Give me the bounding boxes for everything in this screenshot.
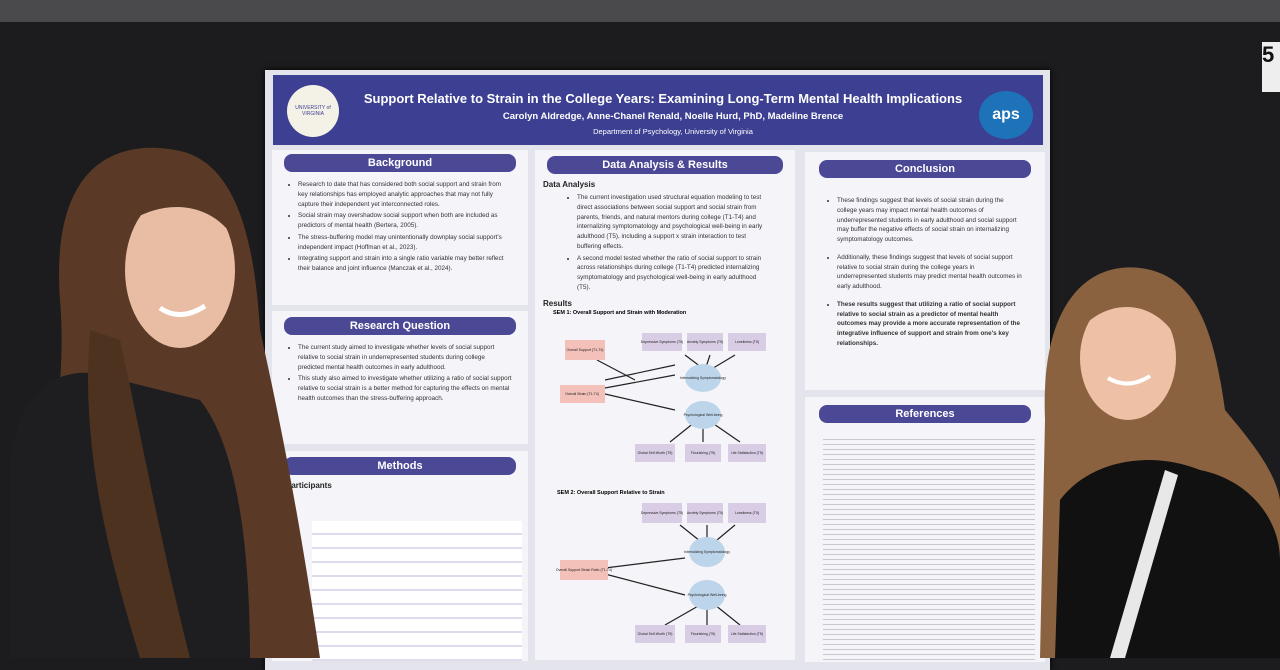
bullet: Social strain may overshadow social supp… bbox=[298, 211, 512, 231]
reference-lines bbox=[823, 435, 1035, 660]
node-label: Loneliness (T5) bbox=[735, 340, 759, 344]
right-person bbox=[1040, 267, 1280, 658]
section-heading: Background bbox=[284, 154, 516, 172]
aps-logo: aps bbox=[979, 91, 1033, 139]
methods-table bbox=[312, 521, 522, 661]
node-label: Overall Support (T1-T4) bbox=[567, 348, 604, 352]
references-box: References bbox=[805, 397, 1045, 662]
section-heading: Research Question bbox=[284, 317, 516, 335]
node-label: Depressive Symptoms (T5) bbox=[641, 340, 683, 344]
bullet: These results suggest that utilizing a r… bbox=[837, 300, 1025, 349]
poster-header: UNIVERSITY of VIRGINIA Support Relative … bbox=[273, 75, 1043, 145]
booth-number: 5 bbox=[1262, 42, 1280, 92]
node-label: Loneliness (T5) bbox=[735, 511, 759, 515]
node-label: Global Self-Worth (T5) bbox=[638, 632, 673, 636]
subheading: Results bbox=[543, 298, 572, 308]
bullet: The current investigation used structura… bbox=[577, 193, 771, 252]
node-label: Flourishing (T5) bbox=[691, 632, 716, 636]
node-label: Overall Support Strain Ratio (T1-T4) bbox=[556, 568, 612, 572]
sem-title: SEM 2: Overall Support Relative to Strai… bbox=[557, 490, 665, 496]
section-heading: Conclusion bbox=[819, 160, 1031, 178]
node-label: Anxiety Symptoms (T5) bbox=[687, 340, 723, 344]
bullet: This study also aimed to investigate whe… bbox=[298, 374, 512, 403]
node-label: Life Satisfaction (T5) bbox=[731, 451, 763, 455]
bullet: The stress-buffering model may unintenti… bbox=[298, 233, 512, 253]
node-label: Internalizing Symptomatology bbox=[680, 376, 726, 380]
node-label: Flourishing (T5) bbox=[691, 451, 716, 455]
section-heading: Data Analysis & Results bbox=[547, 156, 783, 174]
bullet: Additionally, these findings suggest tha… bbox=[837, 253, 1025, 292]
data-analysis-box: Data Analysis & Results Data Analysis Th… bbox=[535, 150, 795, 660]
node-label: Overall Strain (T1-T4) bbox=[565, 392, 599, 396]
bullet: Integrating support and strain into a si… bbox=[298, 254, 512, 274]
bullet-list: The current investigation used structura… bbox=[565, 193, 771, 293]
node-label: Anxiety Symptoms (T5) bbox=[687, 511, 723, 515]
bullet: A second model tested whether the ratio … bbox=[577, 254, 771, 293]
poster-title: Support Relative to Strain in the Colleg… bbox=[363, 91, 963, 106]
bullet-list: The current study aimed to investigate w… bbox=[286, 343, 512, 404]
subheading: Participants bbox=[286, 481, 332, 490]
sem2-diagram: Overall Support Strain Ratio (T1-T4) Dep… bbox=[556, 503, 766, 643]
node-label: Global Self-Worth (T5) bbox=[638, 451, 673, 455]
department: Department of Psychology, University of … bbox=[593, 127, 753, 136]
conclusion-box: Conclusion These findings suggest that l… bbox=[805, 152, 1045, 390]
bullet: These findings suggest that levels of so… bbox=[837, 196, 1025, 245]
sem1-diagram: Overall Support (T1-T4) Overall Strain (… bbox=[560, 333, 766, 462]
subheading: Data Analysis bbox=[543, 180, 596, 189]
bullet: Research to date that has considered bot… bbox=[298, 180, 512, 209]
node-label: Life Satisfaction (T5) bbox=[731, 632, 763, 636]
section-heading: Methods bbox=[284, 457, 516, 475]
background-box: Background Research to date that has con… bbox=[272, 150, 528, 305]
node-label: Depressive Symptoms (T5) bbox=[641, 511, 683, 515]
bullet: The current study aimed to investigate w… bbox=[298, 343, 512, 372]
ceiling bbox=[0, 0, 1280, 22]
research-question-box: Research Question The current study aime… bbox=[272, 311, 528, 444]
node-label: Internalizing Symptomatology bbox=[684, 550, 730, 554]
sem-title: SEM 1: Overall Support and Strain with M… bbox=[553, 309, 687, 316]
authors: Carolyn Aldredge, Anne-Chanel Renald, No… bbox=[502, 111, 844, 122]
node-label: Psychological Well-being bbox=[688, 593, 727, 597]
bullet-list: Research to date that has considered bot… bbox=[286, 180, 512, 274]
left-person bbox=[10, 147, 321, 658]
bullet-list: These findings suggest that levels of so… bbox=[825, 196, 1025, 349]
section-heading: References bbox=[819, 405, 1031, 423]
node-label: Psychological Well-being bbox=[684, 413, 723, 417]
university-seal: UNIVERSITY of VIRGINIA bbox=[287, 85, 339, 137]
